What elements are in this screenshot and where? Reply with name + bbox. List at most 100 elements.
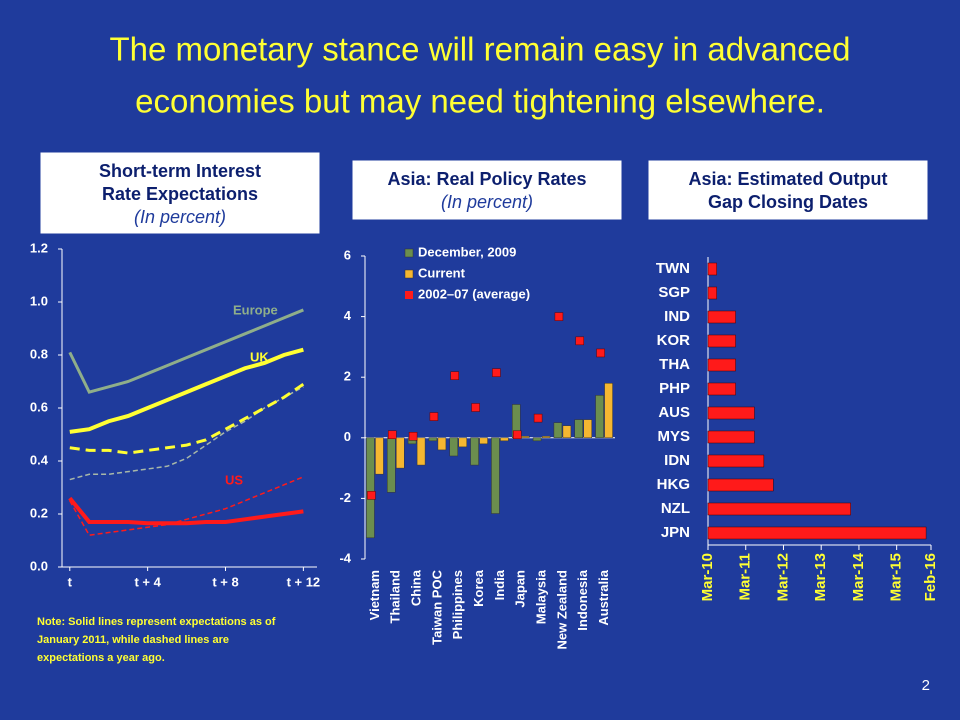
y-tick-label: -2 bbox=[339, 490, 351, 505]
marker bbox=[450, 371, 459, 380]
legend-label: December, 2009 bbox=[418, 244, 516, 259]
x-tick-label: Vietnam bbox=[367, 570, 382, 620]
bar bbox=[707, 526, 927, 540]
y-tick-label: THA bbox=[659, 356, 690, 373]
y-tick-label: 0.8 bbox=[30, 346, 48, 361]
marker bbox=[471, 403, 480, 412]
x-tick-label: Philippines bbox=[450, 570, 465, 639]
x-tick-label: China bbox=[409, 569, 424, 606]
bar bbox=[366, 437, 375, 539]
y-tick-label: 1.0 bbox=[30, 293, 48, 308]
y-tick-label: IND bbox=[664, 308, 690, 325]
line bbox=[69, 386, 304, 481]
x-tick-label: Mar-14 bbox=[850, 552, 867, 601]
y-tick-label: 6 bbox=[344, 247, 351, 262]
slide-title: economies but may need tightening elsewh… bbox=[135, 83, 825, 120]
bar bbox=[707, 502, 851, 516]
y-tick-label: IDN bbox=[664, 452, 690, 469]
chart-title-box bbox=[351, 159, 623, 221]
x-tick-label: Indonesia bbox=[575, 569, 590, 630]
x-tick-label: New Zealand bbox=[554, 570, 569, 650]
y-tick-label: AUS bbox=[658, 404, 690, 421]
legend-swatch bbox=[404, 269, 414, 279]
y-tick-label: 4 bbox=[344, 308, 352, 323]
bar bbox=[428, 437, 438, 442]
marker bbox=[388, 430, 397, 440]
x-tick-label: Mar-13 bbox=[812, 553, 829, 601]
x-tick-label: Australia bbox=[596, 569, 611, 625]
x-tick-label: t + 4 bbox=[134, 574, 161, 589]
page-number: 2 bbox=[922, 677, 930, 694]
bar bbox=[707, 334, 736, 348]
line-label: UK bbox=[250, 349, 269, 364]
y-tick-label: HKG bbox=[657, 476, 690, 493]
y-tick-label: 0 bbox=[344, 429, 351, 444]
bar bbox=[416, 437, 426, 466]
y-tick-label: 2 bbox=[344, 369, 351, 384]
bar bbox=[375, 437, 384, 475]
x-tick-label: India bbox=[492, 569, 507, 600]
bar bbox=[604, 383, 613, 439]
y-tick-label: MYS bbox=[657, 428, 690, 445]
line bbox=[69, 347, 304, 434]
chart-title-box bbox=[647, 159, 929, 221]
bar bbox=[707, 430, 755, 444]
x-tick-label: Mar-12 bbox=[774, 553, 791, 601]
legend-label: 2002–07 (average) bbox=[418, 286, 530, 301]
x-tick-label: Mar-10 bbox=[699, 553, 716, 601]
marker bbox=[575, 336, 584, 346]
x-tick-label: t + 8 bbox=[212, 574, 238, 589]
y-tick-label: 0.4 bbox=[30, 452, 49, 467]
note: Note: Solid lines represent expectations… bbox=[37, 616, 276, 628]
x-tick-label: Mar-15 bbox=[888, 553, 905, 601]
bar bbox=[707, 406, 755, 420]
chart-title: Short-term Interest bbox=[99, 161, 261, 181]
y-tick-label: 0.6 bbox=[30, 399, 48, 414]
x-tick-label: Japan bbox=[513, 570, 528, 608]
bar bbox=[707, 382, 736, 396]
bar bbox=[707, 310, 736, 324]
bar bbox=[541, 436, 551, 439]
x-tick-label: t + 12 bbox=[287, 574, 321, 589]
x-tick-label: Feb-16 bbox=[922, 553, 939, 601]
x-tick-label: Korea bbox=[471, 569, 486, 607]
x-tick-label: Thailand bbox=[388, 570, 403, 624]
bar bbox=[562, 425, 572, 439]
marker bbox=[408, 432, 418, 441]
note: expectations a year ago. bbox=[37, 652, 165, 664]
note: January 2011, while dashed lines are bbox=[37, 634, 229, 646]
line bbox=[69, 382, 305, 455]
bar bbox=[479, 437, 488, 445]
legend-swatch bbox=[404, 248, 414, 258]
bar bbox=[449, 437, 458, 457]
line-label: Europe bbox=[233, 302, 278, 317]
bar bbox=[532, 437, 542, 442]
line bbox=[68, 496, 304, 526]
chart-title: Rate Expectations bbox=[102, 184, 258, 204]
chart-title: Gap Closing Dates bbox=[708, 192, 868, 212]
chart-title-box bbox=[39, 151, 321, 235]
y-tick-label: 0.2 bbox=[30, 505, 48, 520]
marker bbox=[596, 348, 605, 358]
bar bbox=[553, 422, 563, 439]
chart-title: Asia: Estimated Output bbox=[688, 169, 887, 189]
bar bbox=[707, 478, 774, 492]
bar bbox=[583, 419, 592, 439]
bar bbox=[707, 286, 717, 300]
y-tick-label: PHP bbox=[659, 380, 690, 397]
line bbox=[69, 476, 304, 537]
slide-title: The monetary stance will remain easy in … bbox=[109, 31, 850, 68]
bar bbox=[707, 358, 736, 372]
bar bbox=[574, 419, 583, 439]
bar bbox=[491, 437, 500, 514]
x-tick-label: Mar-11 bbox=[737, 553, 754, 601]
bar bbox=[458, 437, 467, 448]
bar bbox=[521, 436, 530, 439]
bar bbox=[595, 395, 604, 439]
x-tick-label: t bbox=[68, 574, 73, 589]
bar bbox=[387, 437, 396, 493]
legend-label: Current bbox=[418, 265, 466, 280]
chart-subtitle: (In percent) bbox=[441, 192, 533, 212]
